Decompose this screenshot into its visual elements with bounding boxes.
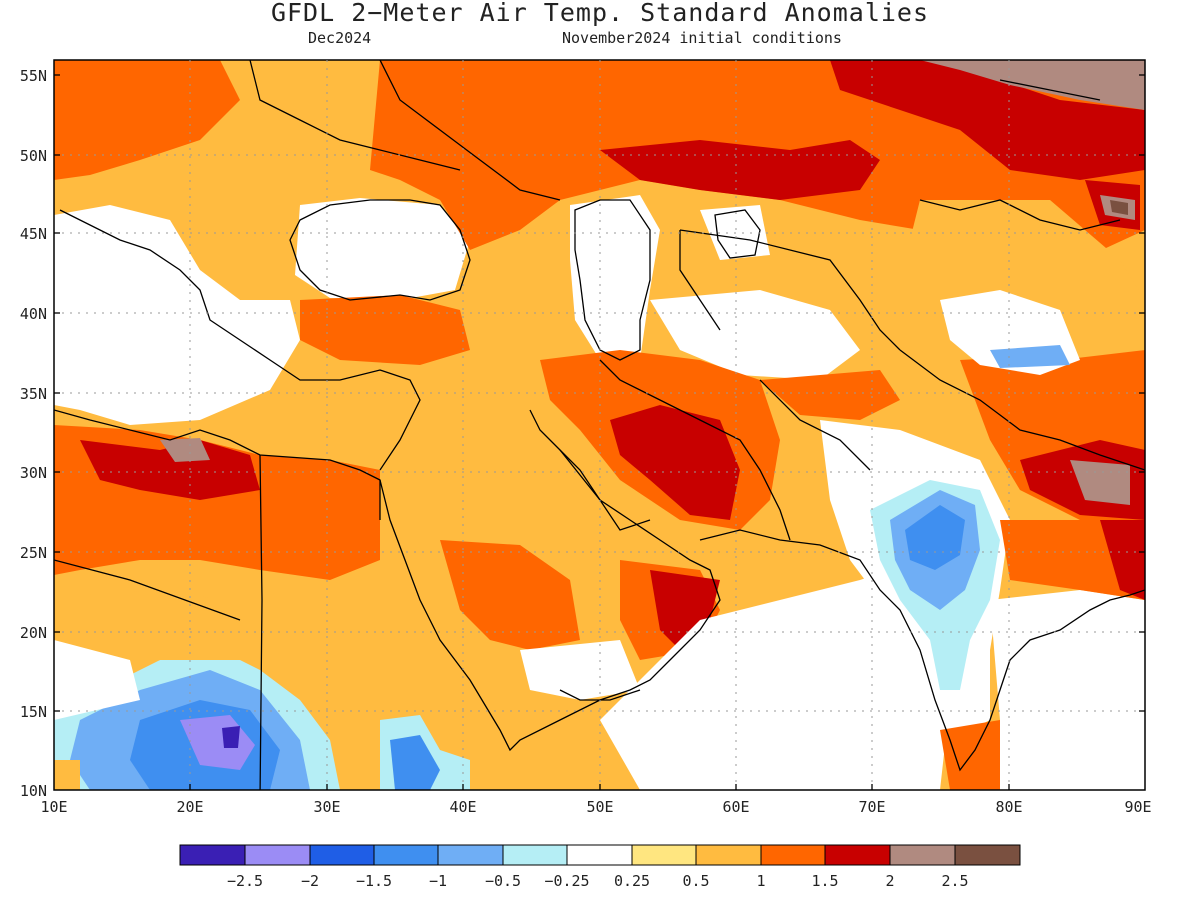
- y-label-10n: 10N: [20, 782, 47, 800]
- colorbar: [179, 844, 1021, 866]
- y-label-30n: 30N: [20, 464, 47, 482]
- colorbar-swatch: [437, 844, 504, 866]
- ethiopia-cold-region: [390, 735, 440, 790]
- y-label-25n: 25N: [20, 544, 47, 562]
- black-sea-neutral-region: [295, 198, 470, 300]
- colorbar-swatch: [889, 844, 956, 866]
- caspian-neutral-region: [570, 195, 660, 360]
- colorbar-swatch: [502, 844, 568, 866]
- colorbar-swatch: [695, 844, 762, 866]
- colorbar-label: −0.25: [544, 872, 589, 890]
- colorbar-label: −2: [301, 872, 319, 890]
- x-axis-labels: 10E 20E 30E 40E 50E 60E 70E 80E 90E: [40, 798, 1151, 816]
- forecast-month: Dec2024: [308, 29, 372, 47]
- map-title: GFDL 2−Meter Air Temp. Standard Anomalie…: [270, 0, 930, 27]
- myanmar-hot-region: [1100, 520, 1145, 600]
- x-label-90e: 90E: [1124, 798, 1151, 816]
- gridlines: [54, 60, 1145, 790]
- colorbar-swatch: [954, 844, 1021, 866]
- bay-of-bengal-neutral-region: [990, 590, 1145, 790]
- yemen-neutral-region: [520, 640, 640, 700]
- arabia-warm-region: [440, 540, 580, 650]
- x-label-20e: 20E: [176, 798, 203, 816]
- colorbar-swatch: [566, 844, 633, 866]
- colorbar-label: 2: [885, 872, 894, 890]
- india-cold-region: [905, 505, 965, 570]
- x-label-50e: 50E: [586, 798, 613, 816]
- coastlines: [54, 60, 1145, 790]
- colorbar-swatch: [244, 844, 311, 866]
- y-label-55n: 55N: [20, 67, 47, 85]
- libya-extreme-region: [160, 438, 210, 462]
- colorbar-label: 0.5: [682, 872, 709, 890]
- colorbar-label: 1: [756, 872, 765, 890]
- y-label-15n: 15N: [20, 703, 47, 721]
- x-label-10e: 10E: [40, 798, 67, 816]
- tick-marks: [54, 74, 1145, 790]
- sri-lanka-warm-region: [940, 720, 1000, 790]
- colorbar-label: −1.5: [356, 872, 392, 890]
- colorbar-label: 2.5: [941, 872, 968, 890]
- niger-neutral-region: [54, 640, 140, 720]
- tarim-cool-region: [990, 345, 1070, 368]
- colorbar-swatch: [760, 844, 826, 866]
- initial-conditions-label: November2024 initial conditions: [562, 29, 842, 47]
- y-axis-labels: 55N 50N 45N 40N 35N 30N 25N 20N 15N 10N: [20, 67, 47, 800]
- europe-west-warm-region: [54, 60, 240, 180]
- y-label-40n: 40N: [20, 305, 47, 323]
- x-label-70e: 70E: [858, 798, 885, 816]
- y-label-45n: 45N: [20, 225, 47, 243]
- anomaly-field: [54, 60, 1145, 790]
- colorbar-label: −0.5: [485, 872, 521, 890]
- x-label-80e: 80E: [995, 798, 1022, 816]
- colorbar-label: 0.25: [614, 872, 650, 890]
- colorbar-labels: −2.5 −2 −1.5 −1 −0.5 −0.25 0.25 0.5 1 1.…: [227, 872, 969, 890]
- oman-hot-region: [650, 570, 720, 650]
- y-label-20n: 20N: [20, 624, 47, 642]
- colorbar-label: 1.5: [811, 872, 838, 890]
- colorbar-swatch: [309, 844, 375, 866]
- colorbar-swatch: [373, 844, 439, 866]
- himalaya-extreme-region: [1070, 460, 1130, 505]
- siberia-hot-region: [830, 60, 1145, 180]
- west-africa-region: [54, 760, 80, 790]
- mediterranean-neutral-region: [54, 205, 300, 425]
- y-label-35n: 35N: [20, 385, 47, 403]
- colorbar-label: −1: [429, 872, 447, 890]
- x-label-40e: 40E: [449, 798, 476, 816]
- colorbar-swatch: [179, 844, 246, 866]
- y-label-50n: 50N: [20, 147, 47, 165]
- arabian-sea-neutral-region: [600, 560, 960, 790]
- colorbar-swatch: [824, 844, 891, 866]
- iran-hot-region: [610, 405, 740, 520]
- colorbar-label: −2.5: [227, 872, 263, 890]
- colorbar-swatch: [631, 844, 697, 866]
- libya-hot-region: [80, 440, 260, 500]
- afghanistan-warm-region: [760, 370, 900, 420]
- sahel-extreme-cold-region: [222, 726, 240, 748]
- x-label-30e: 30E: [313, 798, 340, 816]
- x-label-60e: 60E: [722, 798, 749, 816]
- mongolia-max-region: [1110, 200, 1128, 215]
